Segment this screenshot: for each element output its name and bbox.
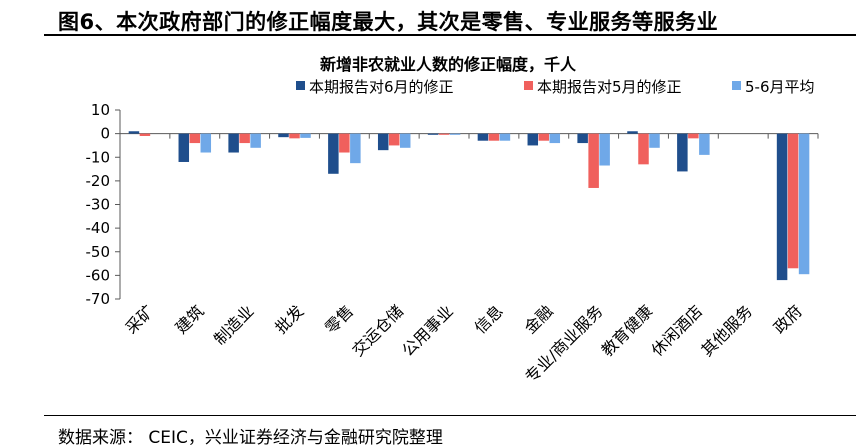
bar <box>427 133 439 135</box>
bar <box>399 133 411 148</box>
x-category-label: 其他服务 <box>697 301 756 360</box>
bar <box>499 133 511 141</box>
bar <box>688 133 699 139</box>
bar <box>350 133 361 164</box>
bar <box>200 133 212 153</box>
bar <box>438 133 450 135</box>
y-tick-label: -50 <box>86 243 111 261</box>
bar <box>300 133 311 138</box>
bar <box>228 133 239 153</box>
y-tick-label: -20 <box>86 172 111 190</box>
x-category-label: 休闲酒店 <box>647 301 706 360</box>
bar <box>527 133 539 146</box>
chart-bars <box>128 131 810 281</box>
bar <box>477 133 489 141</box>
figure-title: 图6、本次政府部门的修正幅度最大，其次是零售、专业服务等服务业 <box>58 10 719 34</box>
bar <box>538 133 550 141</box>
x-category-label: 零售 <box>321 301 357 337</box>
bar <box>239 133 250 144</box>
legend-label: 本期报告对6月的修正 <box>309 78 454 96</box>
bar <box>638 133 649 165</box>
chart-axes: 10 0 -10 -20 -30 -40 -50 -60 -70 <box>86 101 819 308</box>
x-category-label: 政府 <box>770 301 806 337</box>
legend-swatch <box>296 81 305 90</box>
x-category-label: 交运仓储 <box>348 301 407 360</box>
source-note: 数据来源： CEIC，兴业证券经济与金融研究院整理 <box>58 428 443 448</box>
top-rule <box>44 34 856 36</box>
bottom-rule <box>44 415 856 416</box>
legend-swatch <box>524 81 533 90</box>
bar <box>677 133 688 172</box>
bar <box>139 133 151 136</box>
bar <box>449 133 461 135</box>
x-category-label: 公用事业 <box>398 301 457 360</box>
bar <box>549 133 561 144</box>
x-category-label: 制造业 <box>210 301 257 348</box>
bar <box>649 133 660 148</box>
y-tick-label: -30 <box>86 196 111 214</box>
legend-label: 本期报告对5月的修正 <box>537 78 682 96</box>
bar <box>798 133 810 275</box>
legend-label: 5-6月平均 <box>745 78 815 96</box>
bar <box>328 133 339 174</box>
y-tick-label: -60 <box>86 266 111 284</box>
x-category-label: 批发 <box>271 301 307 337</box>
bar <box>377 133 389 151</box>
y-tick-label: -40 <box>86 219 111 237</box>
bar <box>776 133 788 281</box>
bar <box>388 133 400 146</box>
bar <box>699 133 710 155</box>
x-category-label: 采矿 <box>122 301 158 337</box>
bar <box>128 131 140 134</box>
bar <box>250 133 261 148</box>
bar <box>577 133 588 144</box>
chart-legend: 本期报告对6月的修正 本期报告对5月的修正 5-6月平均 <box>296 78 815 96</box>
bar <box>339 133 350 153</box>
bar <box>189 133 201 144</box>
chart-title: 新增非农就业人数的修正幅度，千人 <box>320 55 577 74</box>
bar <box>599 133 610 166</box>
bar <box>627 131 638 134</box>
x-category-label: 建筑 <box>172 301 208 337</box>
bar <box>488 133 500 141</box>
x-category-label: 信息 <box>471 301 507 337</box>
y-tick-label: 0 <box>100 125 110 143</box>
bar <box>289 133 300 139</box>
x-category-label: 教育健康 <box>598 301 657 360</box>
y-tick-label: -10 <box>86 148 111 166</box>
x-category-label: 金融 <box>521 301 557 337</box>
bar <box>787 133 799 269</box>
bar <box>588 133 599 188</box>
y-tick-label: 10 <box>91 101 110 119</box>
bar <box>178 133 190 162</box>
legend-swatch <box>732 81 741 90</box>
y-tick-label: -70 <box>86 290 111 308</box>
bar <box>278 133 289 138</box>
